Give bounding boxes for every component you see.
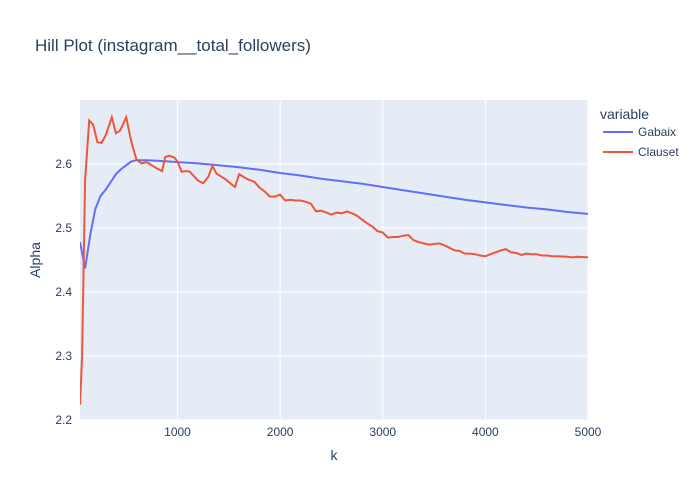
x-tick-label: 4000 [472, 425, 499, 439]
y-tick-label: 2.3 [55, 349, 72, 363]
chart-title: Hill Plot (instagram__total_followers) [35, 36, 311, 55]
y-tick-label: 2.6 [55, 157, 72, 171]
series-line-gabaix [80, 159, 588, 269]
x-tick-label: 2000 [267, 425, 294, 439]
y-tick-label: 2.5 [55, 221, 72, 235]
y-axis-label: Alpha [27, 242, 43, 278]
legend-title: variable [600, 106, 649, 122]
plot-area [80, 100, 588, 420]
legend-item-gabaix[interactable]: Gabaix [638, 125, 676, 139]
x-tick-label: 1000 [164, 425, 191, 439]
x-axis-ticks: 1000 2000 3000 4000 5000 [164, 425, 602, 439]
grid-lines [80, 100, 589, 421]
series-line-clauset [80, 113, 588, 405]
x-tick-label: 5000 [575, 425, 602, 439]
y-tick-label: 2.2 [55, 413, 72, 427]
y-tick-label: 2.4 [55, 285, 72, 299]
x-tick-label: 3000 [369, 425, 396, 439]
legend-item-clauset[interactable]: Clauset [638, 145, 679, 159]
x-axis-label: k [331, 447, 339, 463]
y-axis-ticks: 2.2 2.3 2.4 2.5 2.6 [55, 157, 72, 427]
series-lines [80, 113, 588, 405]
legend[interactable]: variable Gabaix Clauset [600, 106, 679, 159]
